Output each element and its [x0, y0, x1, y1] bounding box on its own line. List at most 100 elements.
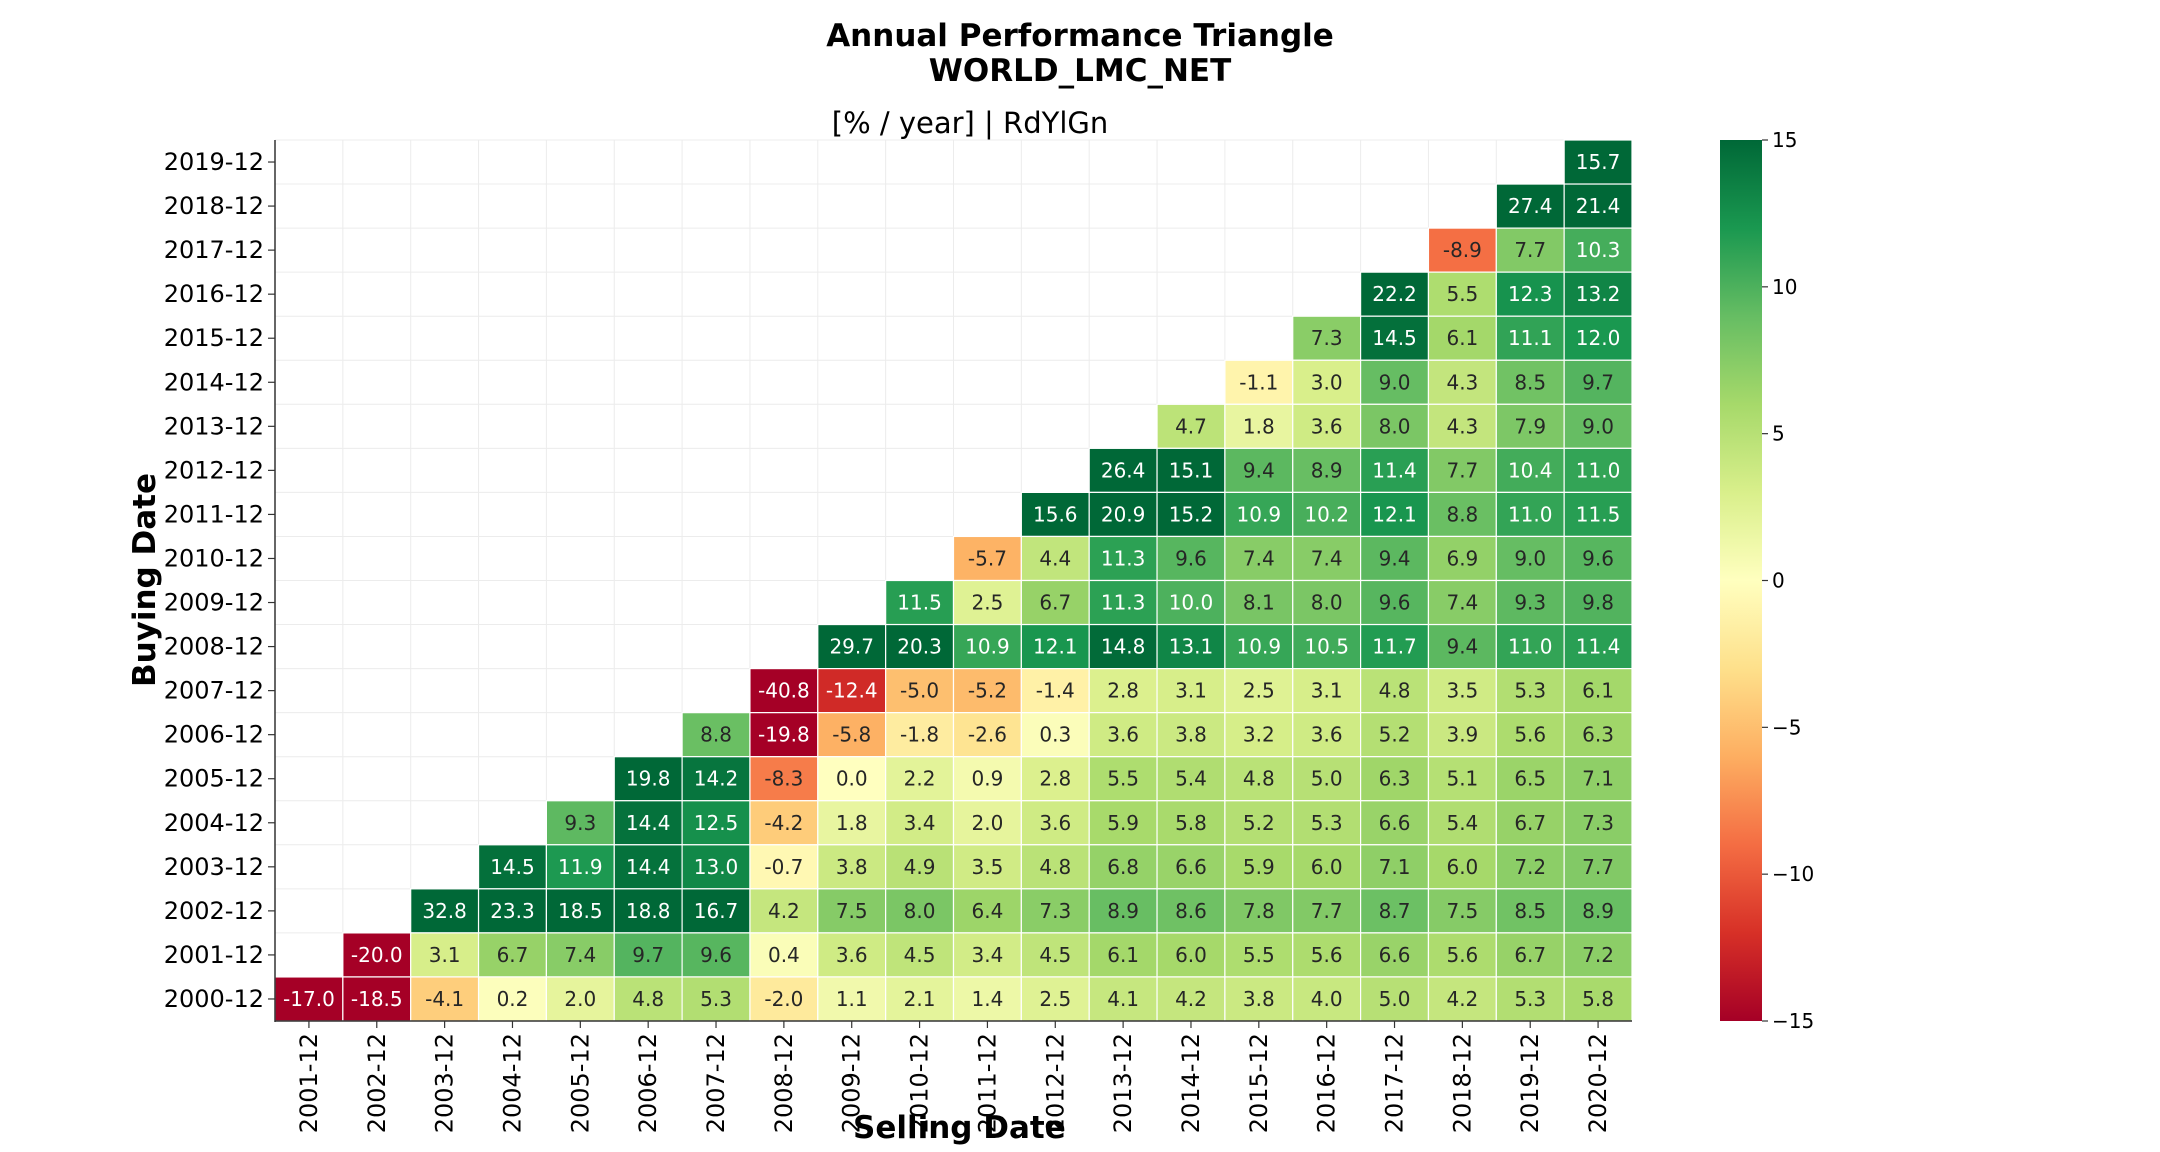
heatmap-cell: [1020, 579, 1090, 626]
cell-value-label: 7.1: [1582, 767, 1614, 791]
cell-value-label: 1.8: [1243, 414, 1275, 438]
x-tick-label: 2014-12: [1177, 1033, 1205, 1133]
x-tick-label: 2015-12: [1245, 1033, 1273, 1133]
heatmap-cell: [817, 712, 887, 758]
cell-value-label: 3.0: [1311, 370, 1343, 394]
colorbar-tick-label: −10: [1772, 862, 1814, 886]
cell-value-label: 26.4: [1101, 458, 1146, 482]
cell-value-label: 10.3: [1576, 238, 1621, 262]
cell-value-label: 11.0: [1508, 635, 1553, 659]
heatmap-cell: [1020, 491, 1090, 538]
heatmap-cell: [1088, 932, 1158, 978]
cell-value-label: 6.0: [1311, 855, 1343, 879]
heatmap-cell: [885, 623, 955, 670]
heatmap-cell: [1495, 800, 1565, 846]
colorbar-tick-label: 15: [1772, 128, 1797, 152]
cell-value-label: 2.1: [904, 987, 936, 1011]
cell-value-label: 11.3: [1101, 546, 1146, 570]
cell-value-label: -5.7: [968, 546, 1007, 570]
heatmap-cell: [1563, 579, 1633, 626]
cell-value-label: 11.0: [1576, 458, 1621, 482]
cell-value-label: 7.4: [1243, 546, 1275, 570]
heatmap-cell: [1495, 976, 1565, 1022]
cell-value-label: 7.8: [1243, 899, 1275, 923]
heatmap-cell: [817, 932, 887, 978]
cell-value-label: -2.6: [968, 723, 1007, 747]
heatmap-cell: [1020, 844, 1090, 890]
cell-value-label: 7.3: [1582, 811, 1614, 835]
axes: [274, 140, 1632, 1022]
cell-value-label: 6.3: [1379, 767, 1411, 791]
heatmap-cell: [1563, 800, 1633, 846]
x-axis-label: Selling Date: [853, 1110, 1066, 1146]
heatmap-cell: [952, 712, 1022, 758]
heatmap-cell: [1563, 271, 1633, 317]
heatmap-cell: [1359, 756, 1430, 802]
cell-value-label: 7.4: [1446, 591, 1478, 615]
cell-value-label: 5.2: [1379, 723, 1411, 747]
cell-value-label: 7.4: [1311, 546, 1343, 570]
cell-value-label: 5.4: [1175, 767, 1207, 791]
y-tick-label: 2016-12: [164, 280, 264, 308]
y-tick-label: 2010-12: [164, 544, 264, 572]
heatmap-cell: [1020, 800, 1090, 846]
cell-value-label: 4.2: [1175, 987, 1207, 1011]
cell-value-label: 4.8: [1243, 767, 1275, 791]
cell-value-label: 8.0: [1379, 414, 1411, 438]
x-tick-label: 2006-12: [634, 1033, 662, 1133]
cell-value-label: 14.2: [694, 767, 739, 791]
cell-value-label: 3.4: [972, 943, 1004, 967]
cell-value-label: -5.0: [900, 679, 939, 703]
y-tick-label: 2019-12: [164, 148, 264, 176]
cell-value-label: -4.2: [764, 811, 803, 835]
y-tick-label: 2012-12: [164, 456, 264, 484]
y-axis-label: Buying Date: [127, 472, 163, 688]
cell-value-label: 9.6: [1379, 591, 1411, 615]
x-tick-label: 2010-12: [906, 1033, 934, 1133]
heatmap-cell: [1495, 667, 1565, 714]
cell-value-label: 14.8: [1101, 635, 1146, 659]
cell-value-label: 11.5: [1576, 502, 1621, 526]
heatmap-cell: [885, 844, 955, 890]
colorbar-gradient: [1720, 140, 1762, 1021]
cell-value-label: 13.0: [694, 855, 739, 879]
cell-value-label: 8.7: [1379, 899, 1411, 923]
heatmap-cell: [1156, 579, 1226, 626]
cell-value-label: 6.3: [1582, 723, 1614, 747]
cell-value-label: -5.8: [832, 723, 871, 747]
cell-value-label: 0.9: [972, 767, 1004, 791]
cell-value-label: 10.2: [1304, 502, 1349, 526]
cell-value-label: 1.1: [836, 987, 868, 1011]
x-tick-label: 2001-12: [295, 1033, 323, 1133]
chart-title-line2: WORLD_LMC_NET: [928, 53, 1232, 89]
cell-value-label: 1.8: [836, 811, 868, 835]
heatmap-cell: [613, 888, 683, 934]
heatmap-cell: [1088, 976, 1158, 1022]
heatmap-cell: [1224, 976, 1294, 1022]
cell-value-label: 10.0: [1169, 591, 1214, 615]
heatmap-cell: [1224, 623, 1294, 670]
heatmap-cell: [1359, 712, 1430, 758]
x-tick-label: 2020-12: [1584, 1033, 1612, 1133]
cell-value-label: 8.1: [1243, 591, 1275, 615]
heatmap-cell: [1427, 667, 1497, 714]
cell-value-label: 8.5: [1514, 899, 1546, 923]
cell-value-label: 7.5: [1446, 899, 1478, 923]
heatmap-cell: [1563, 535, 1633, 582]
heatmap-cell: [885, 976, 955, 1022]
heatmap-cell: [1020, 667, 1090, 714]
cell-value-label: 5.0: [1379, 987, 1411, 1011]
cell-value-label: 3.4: [904, 811, 936, 835]
heatmap-cell: [1495, 844, 1565, 890]
x-tick-label: 2003-12: [431, 1033, 459, 1133]
cell-value-label: 4.9: [904, 855, 936, 879]
colorbar-tick-label: −5: [1772, 715, 1801, 739]
heatmap-cell: [749, 888, 819, 934]
heatmap-cell: [1292, 844, 1362, 890]
heatmap-cell: [1427, 271, 1497, 317]
heatmap-cell: [1563, 844, 1633, 890]
cell-value-label: 5.3: [1514, 679, 1546, 703]
cell-value-label: 5.0: [1311, 767, 1343, 791]
x-tick-label: 2005-12: [566, 1033, 594, 1133]
heatmap-cell: [1292, 712, 1362, 758]
